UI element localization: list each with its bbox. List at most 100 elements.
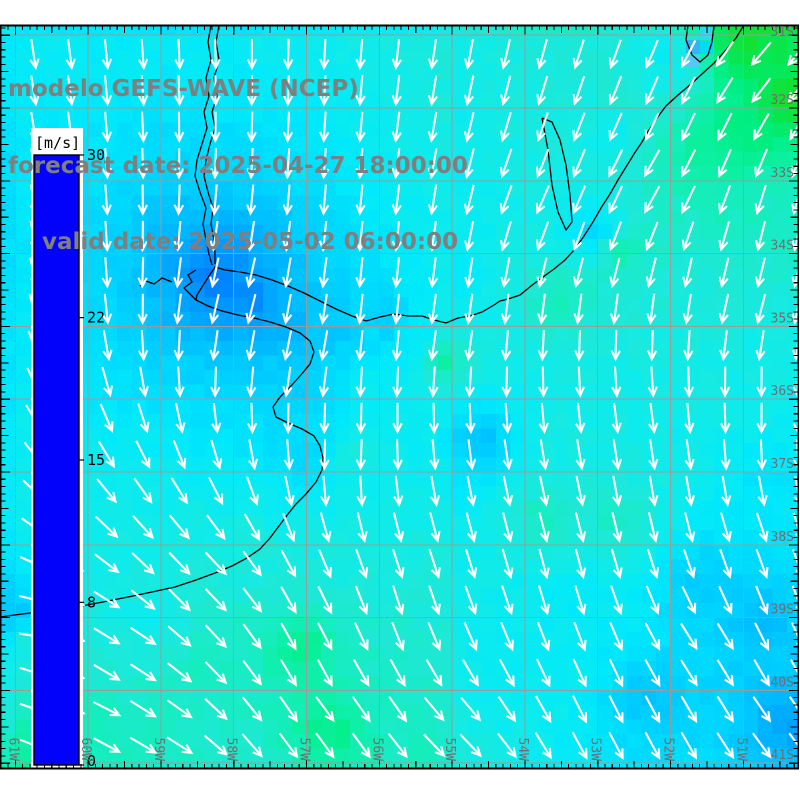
sea-cell [655,137,671,153]
sea-cell [393,646,409,662]
sea-cell [524,617,540,633]
sea-cell [597,428,613,444]
sea-cell [422,399,438,415]
sea-cell [626,428,642,444]
wind-arrow [500,293,511,325]
sea-cell [743,573,759,589]
sea-cell [685,690,701,706]
sea-cell [15,180,31,196]
sea-cell [583,137,599,153]
sea-cell [510,180,526,196]
sea-cell [306,209,322,225]
wind-arrow [684,475,695,507]
sea-cell [626,311,642,327]
wind-arrow [391,293,402,325]
sea-cell [248,573,264,589]
sea-cell [583,661,599,677]
sea-cell [597,661,613,677]
wind-arrow [174,111,185,144]
sea-cell [524,748,540,764]
sea-cell [524,472,540,487]
wind-arrow [464,585,478,616]
lon-tick-label: 60W [78,738,93,762]
wind-arrow [539,439,550,471]
sea-cell [117,311,133,327]
sea-cell [612,26,628,36]
wind-arrow [536,257,548,289]
sea-cell [408,340,424,356]
sea-cell [524,268,540,284]
sea-cell [670,573,686,589]
sea-cell [1,108,16,123]
sea-cell [117,166,133,182]
sea-cell [335,35,351,51]
sea-cell [117,530,133,546]
sea-cell [510,370,526,386]
sea-cell [262,442,278,458]
wind-arrow [278,732,299,759]
sea-cell [146,122,162,138]
forecast-date: forecast date: 2025-04-27 18:00:00 [8,152,468,179]
sea-cell [88,122,104,138]
wind-arrow [754,622,770,651]
sea-cell [15,544,31,560]
sea-cell [364,253,380,269]
sea-cell [408,704,424,720]
sea-cell [335,384,351,400]
colorbar-tick-label: 22 [87,309,105,327]
sea-cell [219,166,235,182]
sea-cell [190,384,205,400]
sea-cell [699,544,715,560]
wind-arrow [716,76,734,105]
sea-cell [655,64,671,80]
sea-cell [539,297,555,313]
sea-cell [626,224,642,240]
sea-cell [335,748,351,764]
sea-cell [728,515,744,531]
sea-cell [364,355,380,371]
sea-cell [379,734,395,750]
wind-arrow [29,75,40,107]
sea-cell [466,573,482,589]
sea-cell [262,544,278,560]
sea-cell [714,180,730,196]
sea-cell [539,690,555,706]
sea-cell [88,690,104,706]
sea-cell [641,501,657,517]
sea-cell [291,399,307,415]
sea-cell [554,646,569,662]
sea-cell [393,573,409,589]
sea-cell [88,355,104,371]
sea-cell [291,108,307,123]
sea-cell [786,661,798,677]
lon-tick-label: 53W [588,738,603,762]
sea-cell [262,734,278,750]
sea-cell [73,64,89,80]
wind-arrow [464,330,475,362]
sea-cell [15,486,31,502]
sea-cell [262,137,278,153]
sea-cell [757,326,773,342]
sea-cell [685,108,701,123]
sea-cell [655,472,671,487]
sea-cell [248,472,264,487]
sea-cell [1,457,16,473]
wind-arrow [318,366,330,398]
sea-cell [29,64,45,80]
sea-cell [743,180,759,196]
sea-cell [437,35,453,51]
wind-arrow [609,293,621,325]
sea-cell [554,370,569,386]
sea-cell [350,26,366,36]
sea-cell [335,195,351,211]
sea-cell [699,195,715,211]
wind-arrow [246,75,257,107]
sea-cell [262,108,278,123]
sea-cell [772,675,788,691]
sea-cell [262,399,278,415]
wind-arrow [608,75,623,106]
sea-cell [670,399,686,415]
wind-arrow [210,366,221,398]
sea-cell [670,661,686,677]
sea-cell [291,64,307,80]
